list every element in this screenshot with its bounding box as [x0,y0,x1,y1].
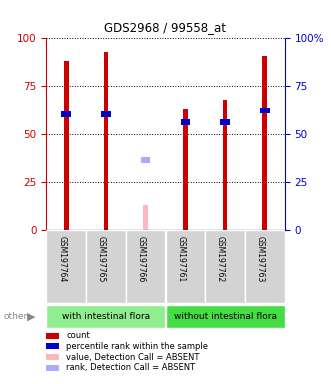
Text: GSM197765: GSM197765 [97,236,106,283]
Text: GSM197766: GSM197766 [137,236,146,283]
Text: with intestinal flora: with intestinal flora [62,312,150,321]
Bar [223,100,227,230]
Bar [166,305,285,328]
Bar [62,111,71,117]
Text: rank, Detection Call = ABSENT: rank, Detection Call = ABSENT [66,363,195,372]
Bar [126,230,166,303]
Text: GSM197762: GSM197762 [216,236,225,283]
Bar [181,119,190,125]
Bar [86,230,126,303]
Text: percentile rank within the sample: percentile rank within the sample [66,342,208,351]
Text: other: other [3,312,27,321]
Bar [220,119,230,125]
Bar [46,230,86,303]
Bar [143,205,148,230]
Bar [101,111,111,117]
Bar [183,109,188,230]
Text: without intestinal flora: without intestinal flora [173,312,277,321]
Text: count: count [66,331,90,340]
Text: GSM197763: GSM197763 [256,236,265,283]
Text: GSM197761: GSM197761 [176,236,185,283]
Text: GSM197764: GSM197764 [57,236,66,283]
Bar [64,61,69,230]
Bar [104,52,108,230]
Bar [166,230,205,303]
Bar [260,108,269,113]
Text: GDS2968 / 99558_at: GDS2968 / 99558_at [105,21,226,34]
Bar [46,305,166,328]
Text: ▶: ▶ [27,311,36,321]
Text: value, Detection Call = ABSENT: value, Detection Call = ABSENT [66,353,200,362]
Bar [141,157,150,163]
Bar [245,230,285,303]
Bar [262,56,267,230]
Bar [205,230,245,303]
